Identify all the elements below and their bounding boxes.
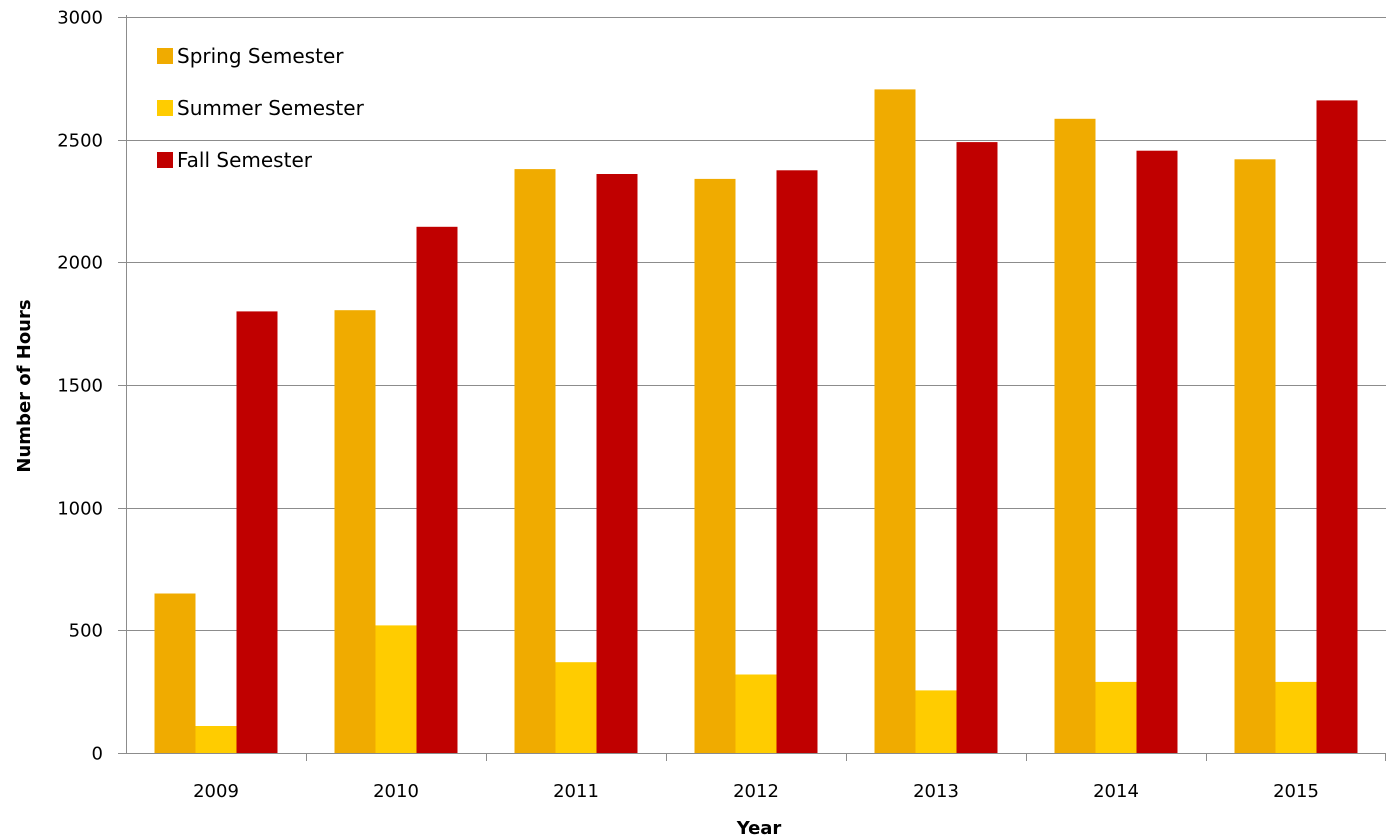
bar-spring-semester-2009 (154, 593, 196, 753)
bar-fall-semester-2015 (1316, 100, 1358, 753)
bar-summer-semester-2015 (1275, 681, 1317, 753)
bar-spring-semester-2010 (334, 310, 376, 753)
y-tick-label: 2000 (57, 253, 103, 274)
y-tick-label: 1500 (57, 376, 103, 397)
bar-spring-semester-2015 (1234, 159, 1276, 754)
x-tick-label: 2010 (373, 781, 419, 802)
bar-fall-semester-2010 (416, 226, 458, 754)
legend-swatch-summer-semester (157, 100, 173, 116)
axes (118, 15, 1386, 761)
bar-fall-semester-2009 (236, 311, 278, 753)
bar-spring-semester-2012 (694, 178, 736, 753)
bar-spring-semester-2013 (874, 89, 916, 753)
bar-spring-semester-2014 (1054, 118, 1096, 754)
bar-fall-semester-2013 (956, 142, 998, 754)
x-tick-label: 2013 (913, 781, 959, 802)
y-axis-title: Number of Hours (14, 299, 35, 472)
x-axis-title: Year (736, 818, 782, 839)
x-tick-label: 2015 (1273, 781, 1319, 802)
bar-fall-semester-2014 (1136, 150, 1178, 753)
x-tick-label: 2009 (193, 781, 239, 802)
x-tick-labels: 2009 2010 2011 2012 2013 2014 2015 (193, 781, 1319, 802)
bar-summer-semester-2014 (1095, 681, 1137, 753)
y-tick-label: 2500 (57, 131, 103, 152)
legend-label-summer-semester: Summer Semester (177, 96, 365, 120)
bar-summer-semester-2011 (555, 662, 597, 753)
legend-swatch-spring-semester (157, 48, 173, 64)
x-tick-label: 2014 (1093, 781, 1139, 802)
y-tick-label: 1000 (57, 499, 103, 520)
bars (154, 89, 1358, 754)
bar-summer-semester-2013 (915, 690, 957, 753)
x-tick-label: 2011 (553, 781, 599, 802)
bar-summer-semester-2010 (375, 625, 417, 753)
bar-summer-semester-2009 (195, 726, 237, 753)
y-tick-label: 500 (69, 621, 103, 642)
bar-fall-semester-2012 (776, 170, 818, 754)
bar-spring-semester-2011 (514, 169, 556, 754)
legend-swatch-fall-semester (157, 152, 173, 168)
y-tick-labels: 0 500 1000 1500 2000 2500 3000 (57, 8, 103, 765)
bar-fall-semester-2011 (596, 174, 638, 753)
x-tick-label: 2012 (733, 781, 779, 802)
legend: Spring Semester Summer Semester Fall Semes… (157, 44, 365, 172)
legend-label-spring-semester: Spring Semester (177, 44, 344, 68)
y-tick-label: 0 (92, 744, 103, 765)
legend-label-fall-semester: Fall Semester (177, 148, 313, 172)
bar-summer-semester-2012 (735, 674, 777, 753)
y-tick-label: 3000 (57, 8, 103, 29)
